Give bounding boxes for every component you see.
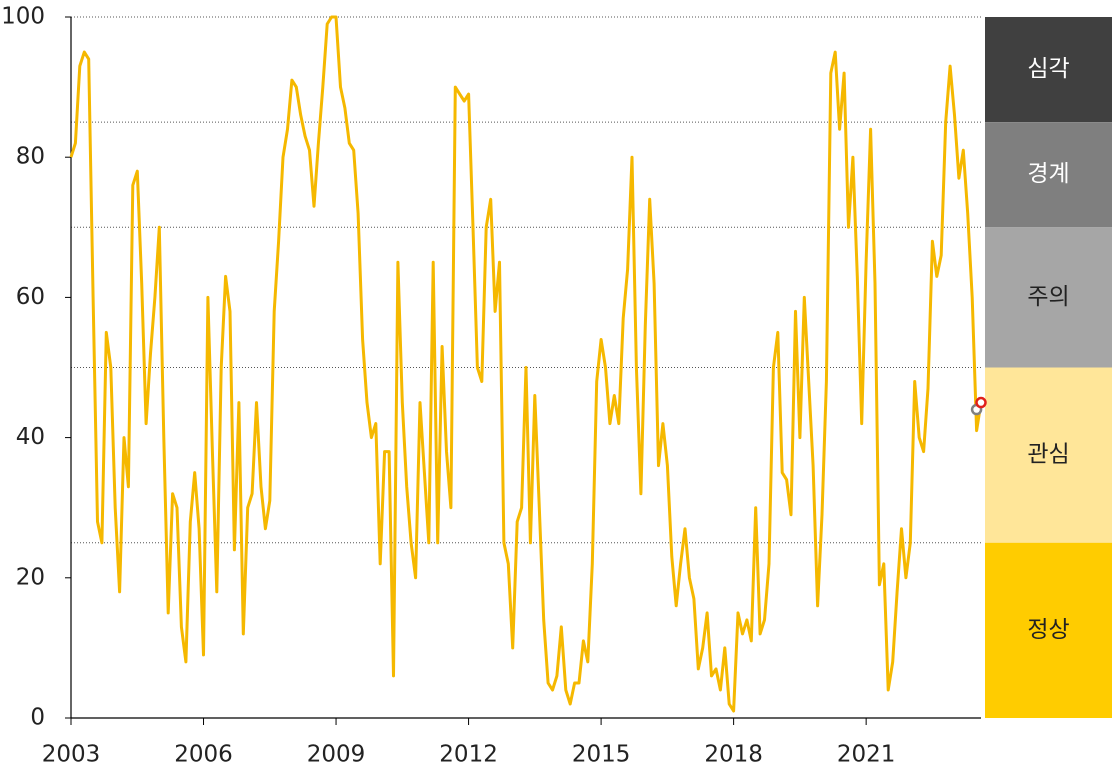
band-label: 심각: [1027, 56, 1069, 82]
y-tick-label: 0: [30, 705, 45, 731]
band-label: 정상: [1027, 617, 1069, 643]
line: [69, 15, 983, 713]
band-label: 주의: [1027, 284, 1069, 310]
x-tick-label: 2012: [439, 742, 498, 768]
x-tick-label: 2021: [837, 742, 896, 768]
y-tick-label: 40: [16, 424, 45, 450]
band: [985, 122, 1112, 228]
band-label: 관심: [1027, 442, 1069, 468]
x-tick-label: 2018: [704, 742, 763, 768]
x-tick-label: 2006: [174, 742, 233, 768]
y-tick-label: 100: [1, 4, 45, 30]
y-tick-label: 80: [16, 144, 45, 170]
band: [985, 227, 1112, 368]
x-tick-label: 2003: [42, 742, 101, 768]
x-tick-label: 2015: [572, 742, 631, 768]
x-tick-label: 2009: [307, 742, 366, 768]
band: [985, 542, 1112, 718]
band-label: 경계: [1027, 161, 1069, 187]
y-tick-label: 60: [16, 284, 45, 310]
marker: [975, 396, 987, 409]
y-tick-label: 20: [16, 564, 45, 590]
band: [985, 367, 1112, 543]
band: [985, 17, 1112, 123]
